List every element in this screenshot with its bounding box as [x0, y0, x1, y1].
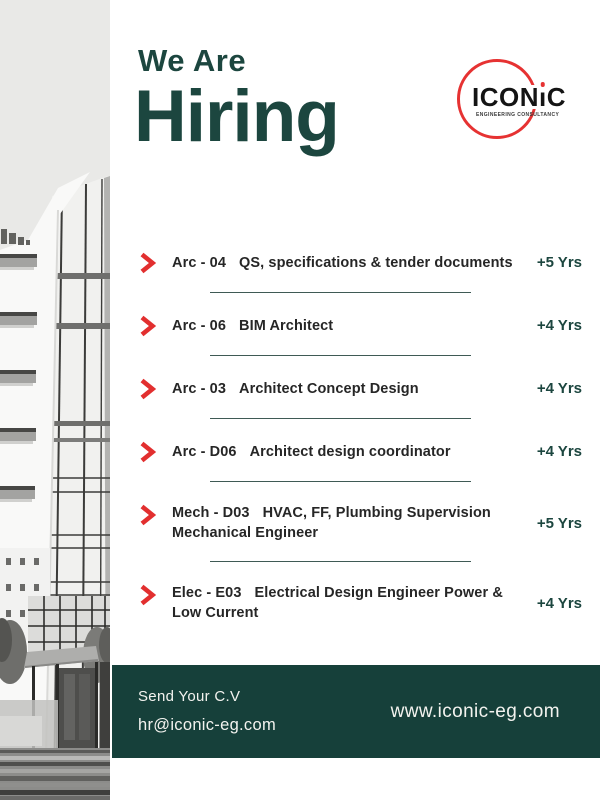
job-title: Arc - 04 QS, specifications & tender docu… [172, 253, 524, 273]
job-title: Arc - D06 Architect design coordinator [172, 442, 524, 462]
job-code: Arc - 04 [172, 254, 226, 271]
job-code: Elec - E03 [172, 585, 242, 601]
logo-wordmark: ICON ıC [472, 82, 567, 112]
chevron-right-icon [138, 503, 172, 526]
logo-subtitle: ENGINEERING CONSULTANCY [476, 112, 560, 118]
building-photo [0, 0, 115, 801]
chevron-right-icon [138, 583, 172, 606]
job-code: Arc - D06 [172, 443, 237, 460]
job-title: Elec - E03 Electrical Design Engineer Pow… [172, 583, 524, 623]
jobs-list: Arc - 04 QS, specifications & tender docu… [138, 251, 582, 623]
job-title: Mech - D03 HVAC, FF, Plumbing Supervision… [172, 503, 524, 543]
separator-line [210, 561, 471, 562]
website-link[interactable]: www.iconic-eg.com [390, 700, 560, 722]
logo-letter-i: ı [539, 82, 547, 112]
job-experience: +4 Yrs [536, 380, 582, 397]
chevron-right-icon [138, 377, 172, 400]
logo-text-icon: ICON [472, 82, 539, 112]
job-experience: +4 Yrs [536, 443, 582, 460]
job-row: Elec - E03 Electrical Design Engineer Pow… [138, 583, 582, 623]
job-row: Arc - D06 Architect design coordinator +4… [138, 440, 582, 463]
job-title: Arc - 06 BIM Architect [172, 316, 524, 336]
separator-line [210, 481, 471, 482]
job-row: Arc - 06 BIM Architect +4 Yrs [138, 314, 582, 337]
title-hiring: Hiring [134, 76, 340, 158]
job-role: Electrical Design Engineer Power & Low C… [172, 585, 503, 621]
email-link[interactable]: hr@iconic-eg.com [138, 716, 277, 734]
building-illustration [0, 0, 115, 801]
job-code: Arc - 06 [172, 317, 226, 334]
job-code: Arc - 03 [172, 380, 226, 397]
page-title: We Are Hiring [134, 43, 340, 153]
job-role: HVAC, FF, Plumbing Supervision Mechanica… [172, 505, 491, 541]
job-code: Mech - D03 [172, 505, 250, 521]
job-row: Mech - D03 HVAC, FF, Plumbing Supervision… [138, 503, 582, 543]
company-logo: ICON ıC ENGINEERING CONSULTANCY [455, 57, 566, 143]
job-title: Arc - 03 Architect Concept Design [172, 379, 524, 399]
chevron-right-icon [138, 251, 172, 274]
job-experience: +4 Yrs [536, 594, 582, 612]
separator-line [210, 418, 471, 419]
chevron-right-icon [138, 440, 172, 463]
job-role: Architect Concept Design [239, 380, 419, 397]
job-role: Architect design coordinator [249, 443, 451, 460]
footer-cta: Send Your C.V [138, 688, 241, 705]
logo-red-dot-icon [540, 82, 546, 87]
job-experience: +5 Yrs [536, 514, 582, 532]
footer-contact-block: Send Your C.V hr@iconic-eg.com [138, 688, 276, 735]
separator-line [210, 292, 471, 293]
footer-band: Send Your C.V hr@iconic-eg.com www.iconi… [112, 665, 600, 758]
separator-line [210, 355, 471, 356]
title-we-are: We Are [138, 43, 247, 78]
job-experience: +5 Yrs [536, 254, 582, 271]
job-row: Arc - 03 Architect Concept Design +4 Yrs [138, 377, 582, 400]
logo-ring-gap [527, 85, 549, 109]
job-experience: +4 Yrs [536, 317, 582, 334]
job-role: QS, specifications & tender documents [239, 254, 513, 271]
job-role: BIM Architect [239, 317, 334, 334]
job-row: Arc - 04 QS, specifications & tender docu… [138, 251, 582, 274]
chevron-right-icon [138, 314, 172, 337]
